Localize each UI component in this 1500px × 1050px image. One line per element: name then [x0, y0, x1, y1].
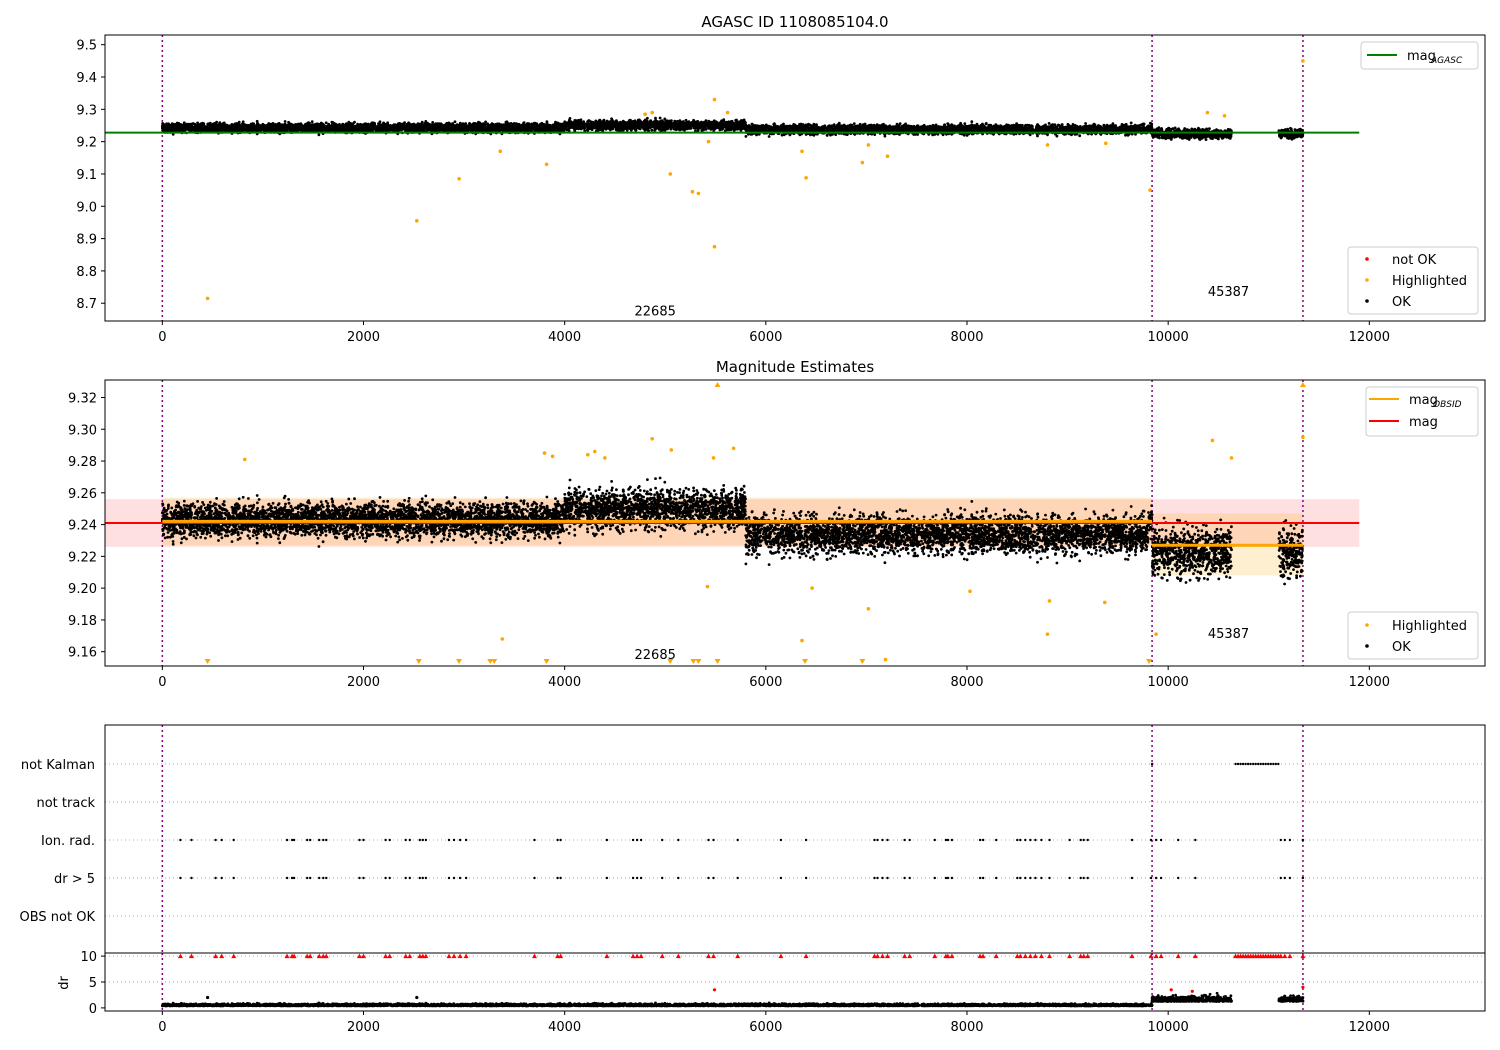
- ok-point: [1047, 122, 1051, 125]
- ok-point: [353, 120, 356, 124]
- ok-point: [767, 135, 771, 138]
- ok-point: [453, 120, 457, 124]
- ok-point: [852, 122, 856, 125]
- ok-point: [241, 120, 245, 124]
- ok-point: [583, 126, 586, 130]
- ok-point: [1036, 134, 1039, 138]
- ok-point: [676, 119, 679, 123]
- agasc-axes: AGASC ID 1108085104.0 0 2000 4000 6000 8000 1…: [76, 13, 1486, 345]
- ok-point: [650, 128, 654, 132]
- ok-point: [782, 133, 786, 137]
- ok-point: [750, 122, 754, 126]
- ok-point: [378, 120, 382, 124]
- ok-point: [883, 134, 887, 138]
- ok-point: [1028, 133, 1032, 137]
- ok-point: [317, 133, 321, 137]
- ok-point: [782, 122, 785, 126]
- ok-point: [1084, 122, 1087, 125]
- ok-point: [970, 120, 974, 124]
- ok-point: [484, 120, 487, 124]
